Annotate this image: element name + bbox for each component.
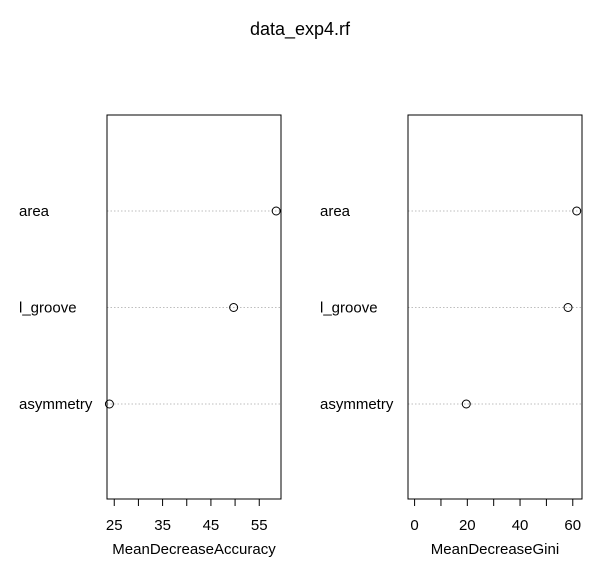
x-tick-label: 60 (564, 517, 581, 534)
variable-label-asymmetry: asymmetry (320, 396, 394, 413)
x-axis-title: MeanDecreaseAccuracy (112, 541, 276, 558)
variable-label-l_groove: l_groove (320, 300, 378, 317)
variable-label-l_groove: l_groove (19, 300, 77, 317)
x-tick-label: 45 (203, 517, 220, 534)
data-point-asymmetry (104, 399, 114, 409)
data-point-asymmetry (461, 399, 471, 409)
data-point-l_groove (563, 303, 573, 312)
data-point-l_groove (229, 303, 239, 312)
variable-label-asymmetry: asymmetry (19, 396, 93, 413)
variable-label-area: area (19, 203, 50, 220)
panel-2: area l_groove asymmetry 0 20 40 60 MeanDecrease… (320, 114, 583, 558)
chart-title: data_exp4.rf (250, 19, 351, 40)
x-tick-label: 35 (154, 517, 171, 534)
x-tick-label: 0 (410, 517, 418, 534)
panel-1: area l_groove asymmetry 25 35 45 55 MeanDecreas… (19, 114, 282, 558)
x-tick-label: 40 (512, 517, 529, 534)
x-tick-label: 25 (106, 517, 123, 534)
x-tick-label: 20 (459, 517, 476, 534)
plot-frame (407, 114, 583, 500)
variable-label-area: area (320, 203, 351, 220)
plot-frame (106, 114, 282, 500)
chart-panels: area l_groove asymmetry 25 35 45 55 MeanDecreas… (19, 114, 583, 558)
x-tick-label: 55 (251, 517, 268, 534)
data-point-area (271, 206, 281, 216)
data-point-area (572, 206, 582, 216)
x-axis-title: MeanDecreaseGini (431, 541, 559, 558)
